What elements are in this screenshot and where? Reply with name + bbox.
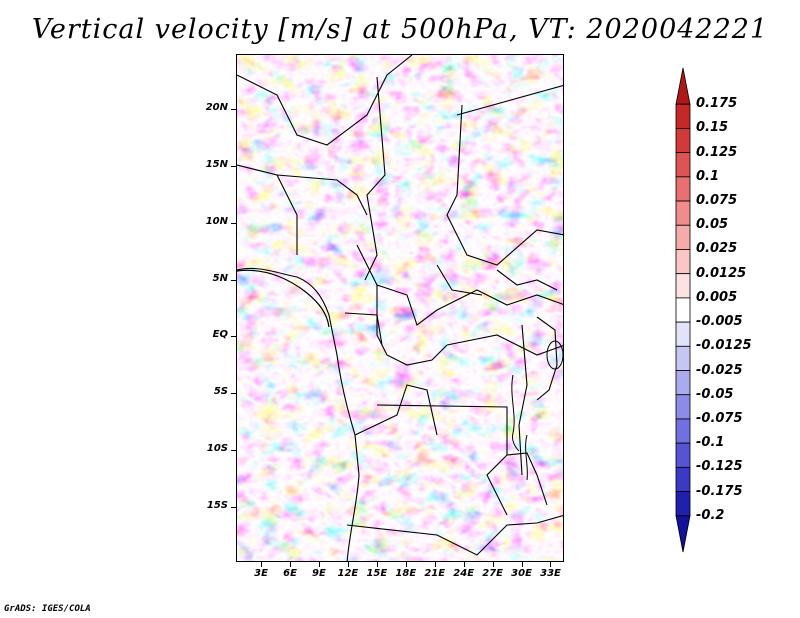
lon-tick xyxy=(376,562,378,567)
colorbar-label: 0.0125 xyxy=(696,265,747,281)
vertical-velocity-field xyxy=(237,55,563,561)
colorbar-segment xyxy=(675,297,691,323)
colorbar-label: -0.175 xyxy=(696,483,743,499)
colorbar-segment xyxy=(675,128,691,154)
lon-label: 12E xyxy=(337,568,359,579)
colorbar-segment xyxy=(675,321,691,347)
lat-label: EQ xyxy=(212,329,228,341)
colorbar-label: 0.05 xyxy=(696,217,729,233)
lon-label: 30E xyxy=(511,568,532,579)
colorbar-label: -0.0125 xyxy=(696,338,752,354)
lat-tick xyxy=(231,507,236,509)
lon-label: 27E xyxy=(482,568,503,579)
colorbar-label: -0.075 xyxy=(696,410,743,426)
colorbar-segment xyxy=(675,515,691,553)
chart-title: Vertical velocity [m/s] at 500hPa, VT: 2… xyxy=(31,14,769,45)
lat-label: 15N xyxy=(205,158,228,170)
lon-tick xyxy=(550,562,552,567)
colorbar-label: 0.1 xyxy=(696,168,720,184)
lon-label: 3E xyxy=(254,568,268,579)
lat-tick xyxy=(231,279,236,281)
colorbar-segment xyxy=(675,345,691,371)
lat-tick xyxy=(231,393,236,395)
colorbar-label: 0.025 xyxy=(696,241,738,257)
colorbar-segment xyxy=(675,273,691,299)
lon-label: 9E xyxy=(312,568,326,579)
lon-label: 33E xyxy=(540,568,561,579)
colorbar-label: 0.15 xyxy=(696,120,729,136)
lon-label: 24E xyxy=(453,568,475,579)
lon-tick xyxy=(405,562,407,567)
lon-label: 21E xyxy=(424,568,446,579)
lat-tick xyxy=(231,108,236,110)
colorbar-segment xyxy=(675,224,691,250)
lon-tick xyxy=(492,562,494,567)
colorbar-segment xyxy=(675,176,691,202)
lon-tick xyxy=(347,562,349,567)
lat-tick xyxy=(231,165,236,167)
lakes xyxy=(511,340,563,481)
colorbar-label: -0.05 xyxy=(696,386,734,402)
colorbar-label: -0.005 xyxy=(696,314,743,330)
lon-label: 6E xyxy=(283,568,297,579)
velocity-noise-field xyxy=(237,55,563,561)
colorbar-label: -0.025 xyxy=(696,362,743,378)
lon-tick xyxy=(261,562,263,567)
lat-label: 15S xyxy=(206,500,228,512)
grads-credit: GrADS: IGES/COLA xyxy=(4,604,91,614)
colorbar-label: -0.1 xyxy=(696,435,725,451)
colorbar-label: 0.075 xyxy=(696,193,738,209)
lon-label: 18E xyxy=(395,568,417,579)
lat-label: 10S xyxy=(206,443,228,455)
lat-label: 5S xyxy=(213,386,228,398)
lat-label: 20N xyxy=(205,101,228,113)
colorbar-segment xyxy=(675,466,691,492)
map-panel[interactable] xyxy=(236,54,564,562)
coastline xyxy=(237,269,330,328)
colorbar-label: -0.2 xyxy=(696,507,725,523)
colorbar-segment xyxy=(675,152,691,178)
colorbar-label: 0.005 xyxy=(696,289,738,305)
lon-tick xyxy=(521,562,523,567)
colorbar-segment xyxy=(675,394,691,420)
lat-label: 10N xyxy=(205,215,228,227)
lon-tick xyxy=(318,562,320,567)
lon-tick xyxy=(434,562,436,567)
lon-tick xyxy=(463,562,465,567)
colorbar-segment xyxy=(675,491,691,517)
lon-label: 15E xyxy=(366,568,388,579)
colorbar-segment xyxy=(675,103,691,129)
lat-tick xyxy=(231,222,236,224)
colorbar-segment xyxy=(675,200,691,226)
colorbar-segment xyxy=(675,249,691,275)
colorbar-segment xyxy=(675,370,691,396)
colorbar-label: -0.125 xyxy=(696,459,743,475)
colorbar-segment xyxy=(675,67,691,105)
colorbar-label: 0.175 xyxy=(696,96,738,112)
country-borders xyxy=(237,55,563,561)
colorbar-segment xyxy=(675,442,691,468)
colorbar-segment xyxy=(675,418,691,444)
lon-tick xyxy=(290,562,292,567)
lat-tick xyxy=(231,336,236,338)
lat-label: 5N xyxy=(212,272,228,284)
colorbar-label: 0.125 xyxy=(696,144,738,160)
lat-tick xyxy=(231,450,236,452)
